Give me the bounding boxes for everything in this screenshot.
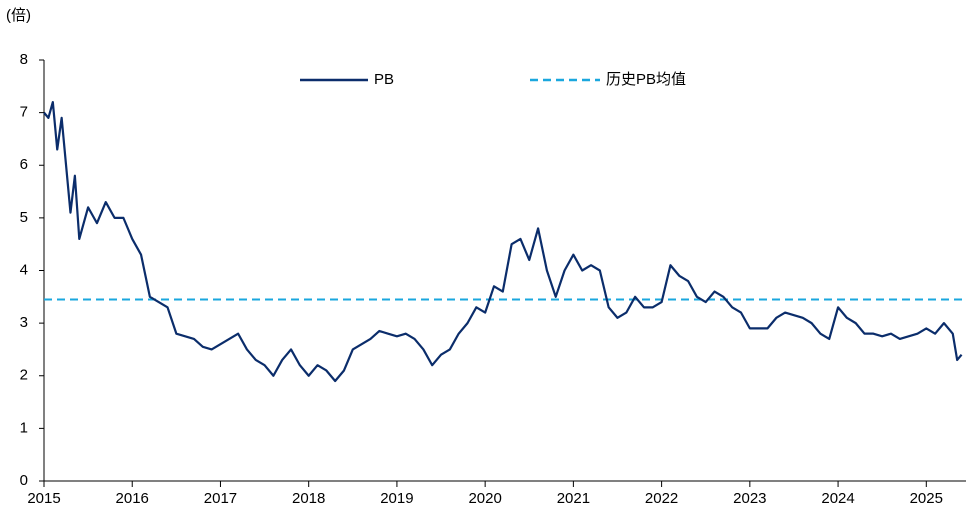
y-unit-label: (倍) bbox=[6, 7, 31, 24]
x-tick-label: 2022 bbox=[645, 490, 678, 507]
x-tick-label: 2016 bbox=[116, 490, 149, 507]
x-tick-label: 2023 bbox=[733, 490, 766, 507]
y-tick-label: 6 bbox=[20, 156, 28, 173]
x-tick-label: 2019 bbox=[380, 490, 413, 507]
x-tick-label: 2025 bbox=[910, 490, 943, 507]
y-tick-label: 4 bbox=[20, 261, 28, 278]
y-tick-label: 2 bbox=[20, 367, 28, 384]
x-tick-label: 2024 bbox=[821, 490, 854, 507]
y-tick-label: 8 bbox=[20, 51, 28, 68]
x-tick-label: 2018 bbox=[292, 490, 325, 507]
y-tick-label: 3 bbox=[20, 314, 28, 331]
y-tick-label: 7 bbox=[20, 104, 28, 121]
x-tick-label: 2020 bbox=[468, 490, 501, 507]
x-tick-label: 2017 bbox=[204, 490, 237, 507]
x-tick-label: 2015 bbox=[27, 490, 60, 507]
legend-label: PB bbox=[374, 71, 394, 88]
y-tick-label: 5 bbox=[20, 209, 28, 226]
y-tick-label: 1 bbox=[20, 419, 28, 436]
x-tick-label: 2021 bbox=[557, 490, 590, 507]
legend-label: 历史PB均值 bbox=[606, 71, 686, 88]
pb-line bbox=[43, 101, 963, 383]
y-tick-label: 0 bbox=[20, 472, 28, 489]
